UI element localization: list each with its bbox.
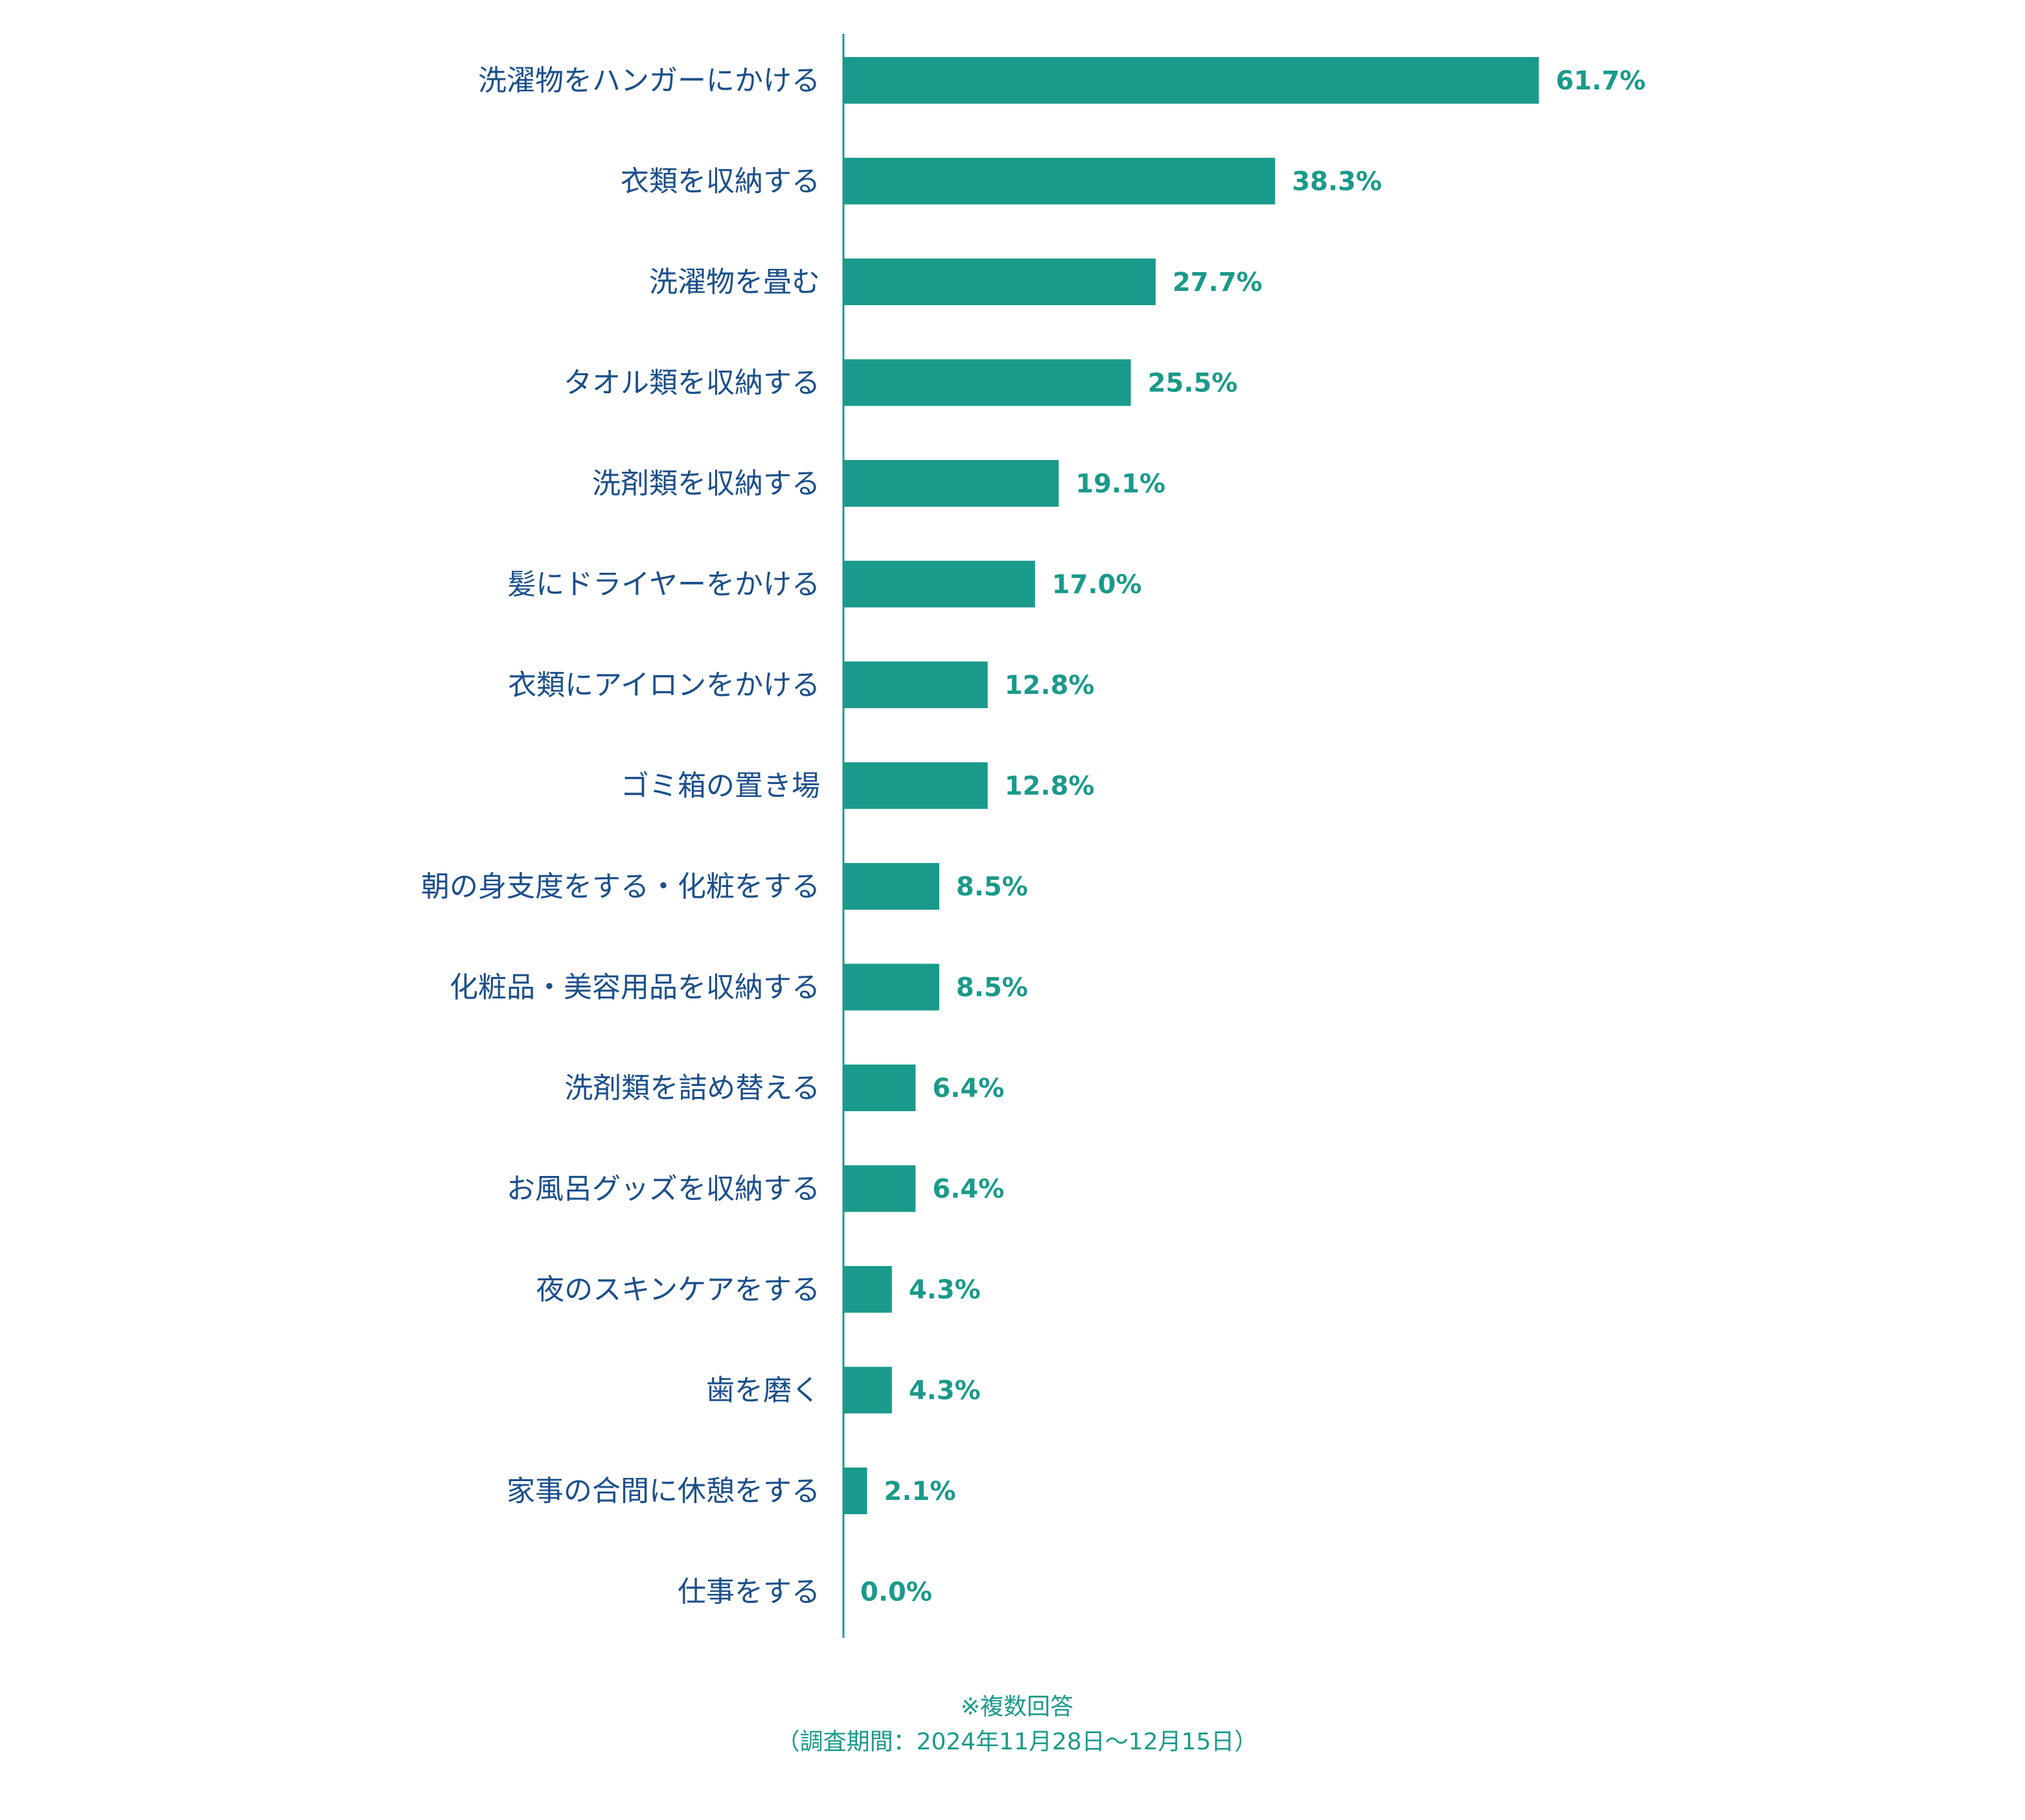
bar-13 [843,1266,892,1313]
category-label: 洗剤類を詰め替える [564,1072,820,1105]
bar-7 [843,662,988,708]
survey-period-note: （調査期間：2024年11月28日～12月15日） [777,1729,1258,1755]
value-label: 8.5% [956,872,1028,902]
bars-layer [843,57,1539,1514]
category-label: 夜のスキンケアをする [536,1273,820,1306]
category-label: 家事の合間に休憩をする [507,1475,820,1508]
bar-12 [843,1165,916,1212]
bar-5 [843,460,1059,507]
value-label: 38.3% [1292,167,1382,197]
bar-2 [843,157,1276,205]
category-label: 衣類を収納する [621,165,820,198]
bar-8 [843,762,988,809]
value-label: 12.8% [1005,671,1095,700]
value-labels: 61.7% 38.3% 27.7% 25.5% 19.1% 17.0% 12.8% 12.8%… [860,66,1645,1607]
category-labels: 洗濯物をハンガーにかける衣類を収納する洗濯物を畳むタオル類を収納する洗剤類を収納… [421,64,820,1609]
value-label: 6.4% [932,1074,1004,1103]
value-label: 4.3% [909,1275,981,1305]
value-label: 12.8% [1005,772,1095,801]
category-label: ゴミ箱の置き場 [621,770,820,803]
category-label: 朝の身支度をする・化粧をする [421,870,820,903]
bar-3 [843,259,1156,305]
category-label: 洗濯物をハンガーにかける [478,64,820,97]
value-label: 61.7% [1556,66,1646,96]
value-label: 25.5% [1148,369,1238,398]
value-label: 4.3% [909,1376,981,1406]
bar-10 [843,963,939,1011]
bar-9 [843,863,939,910]
category-label: 歯を磨く [706,1374,820,1407]
category-label: 仕事をする [678,1576,820,1609]
category-label: 衣類にアイロンをかける [508,669,820,702]
value-label: 2.1% [884,1477,956,1506]
bar-11 [843,1065,916,1111]
category-label: 髪にドライヤーをかける [507,568,820,601]
value-label: 17.0% [1052,570,1142,600]
bar-14 [843,1366,892,1414]
value-label: 8.5% [956,973,1028,1003]
category-label: 化粧品・美容用品を収納する [450,971,820,1004]
multiple-answers-note: ※複数回答 [961,1694,1073,1720]
value-label: 6.4% [932,1175,1004,1204]
category-label: 洗剤類を収納する [592,467,820,500]
value-label: 0.0% [860,1578,932,1607]
category-label: タオル類を収納する [564,367,820,400]
category-label: お風呂グッズを収納する [507,1173,820,1206]
bar-15 [843,1468,867,1514]
bar-6 [843,560,1035,608]
bar-1 [843,57,1539,104]
value-label: 27.7% [1173,268,1263,297]
value-label: 19.1% [1075,469,1165,499]
category-label: 洗濯物を畳む [649,266,820,299]
bar-4 [843,359,1131,406]
